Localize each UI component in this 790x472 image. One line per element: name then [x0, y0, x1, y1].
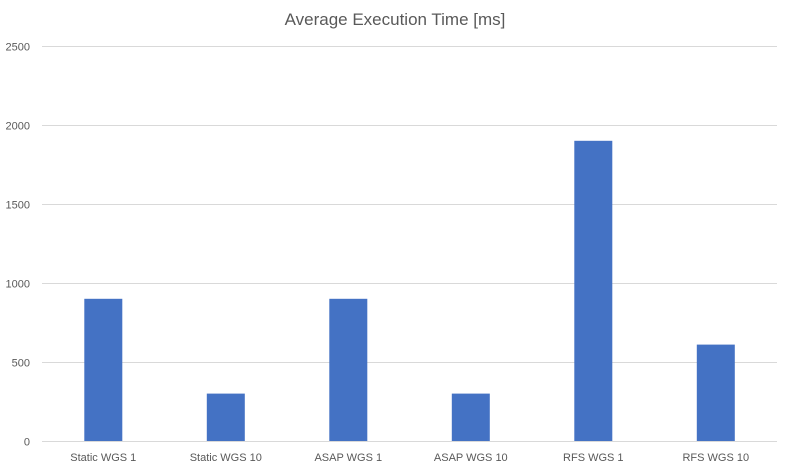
y-tick-label: 2000 — [6, 121, 30, 133]
y-tick-label: 500 — [12, 358, 30, 370]
y-tick-label: 1500 — [6, 200, 30, 212]
y-tick-label: 1000 — [6, 279, 30, 291]
bars — [84, 140, 735, 442]
y-tick-label: 2500 — [6, 42, 30, 54]
bar — [206, 393, 245, 441]
x-tick-label: ASAP WGS 1 — [314, 452, 382, 464]
x-tick-label: RFS WGS 1 — [563, 452, 624, 464]
x-tick-label: ASAP WGS 10 — [434, 452, 508, 464]
x-tick-label: Static WGS 1 — [70, 452, 136, 464]
bar — [696, 344, 735, 441]
bar — [329, 298, 368, 441]
chart-title: Average Execution Time [ms] — [285, 10, 506, 29]
gridlines — [42, 46, 777, 442]
bar — [84, 298, 123, 441]
x-tick-label: Static WGS 10 — [190, 452, 262, 464]
x-tick-label: RFS WGS 10 — [682, 452, 749, 464]
x-axis-ticks: Static WGS 1 Static WGS 10 ASAP WGS 1 ASAP … — [70, 452, 749, 464]
bar — [451, 393, 490, 441]
bar — [574, 140, 613, 442]
y-tick-label: 0 — [24, 437, 30, 449]
y-axis-ticks: 0 500 1000 1500 2000 2500 — [6, 42, 30, 449]
